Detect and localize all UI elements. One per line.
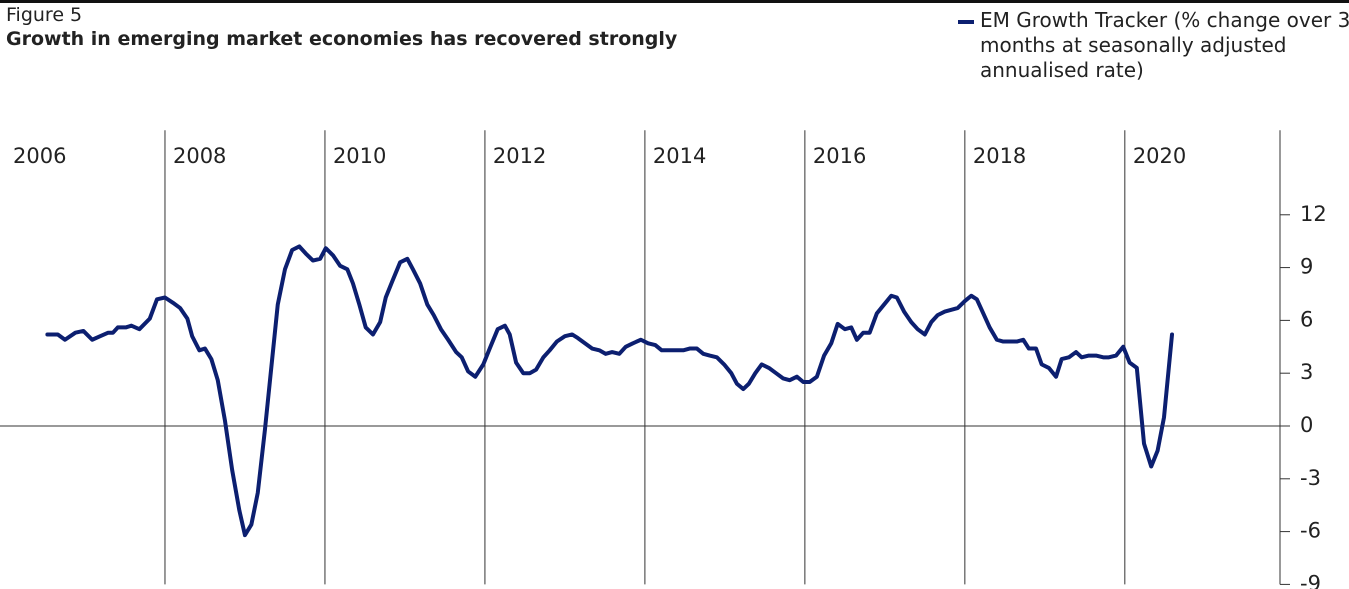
legend: EM Growth Tracker (% change over 3 month… [958,8,1349,83]
x-tick-label: 2016 [813,144,866,168]
series-line [45,244,1175,538]
x-tick-label: 2020 [1133,144,1186,168]
y-tick-label: -9 [1300,571,1321,589]
x-tick-label: 2012 [493,144,546,168]
y-tick-label: 0 [1300,413,1313,437]
x-tick-label: 2008 [173,144,226,168]
top-rule [0,0,1349,3]
legend-key [958,20,974,24]
chart-title: Figure 5 [6,4,83,26]
y-tick-label: 12 [1300,202,1327,226]
x-tick-label: 2010 [333,144,386,168]
x-tick-label: 2014 [653,144,706,168]
x-tick-label: 2018 [973,144,1026,168]
y-tick-label: -6 [1300,519,1321,543]
chart-subtitle: Growth in emerging market economies has … [6,28,678,50]
x-tick-label: 2006 [13,144,66,168]
y-tick-label: 6 [1300,307,1313,331]
legend-label: EM Growth Tracker (% change over 3 month… [980,8,1349,82]
y-tick-label: 9 [1300,255,1313,279]
y-tick-label: -3 [1300,466,1321,490]
y-tick-label: 3 [1300,360,1313,384]
